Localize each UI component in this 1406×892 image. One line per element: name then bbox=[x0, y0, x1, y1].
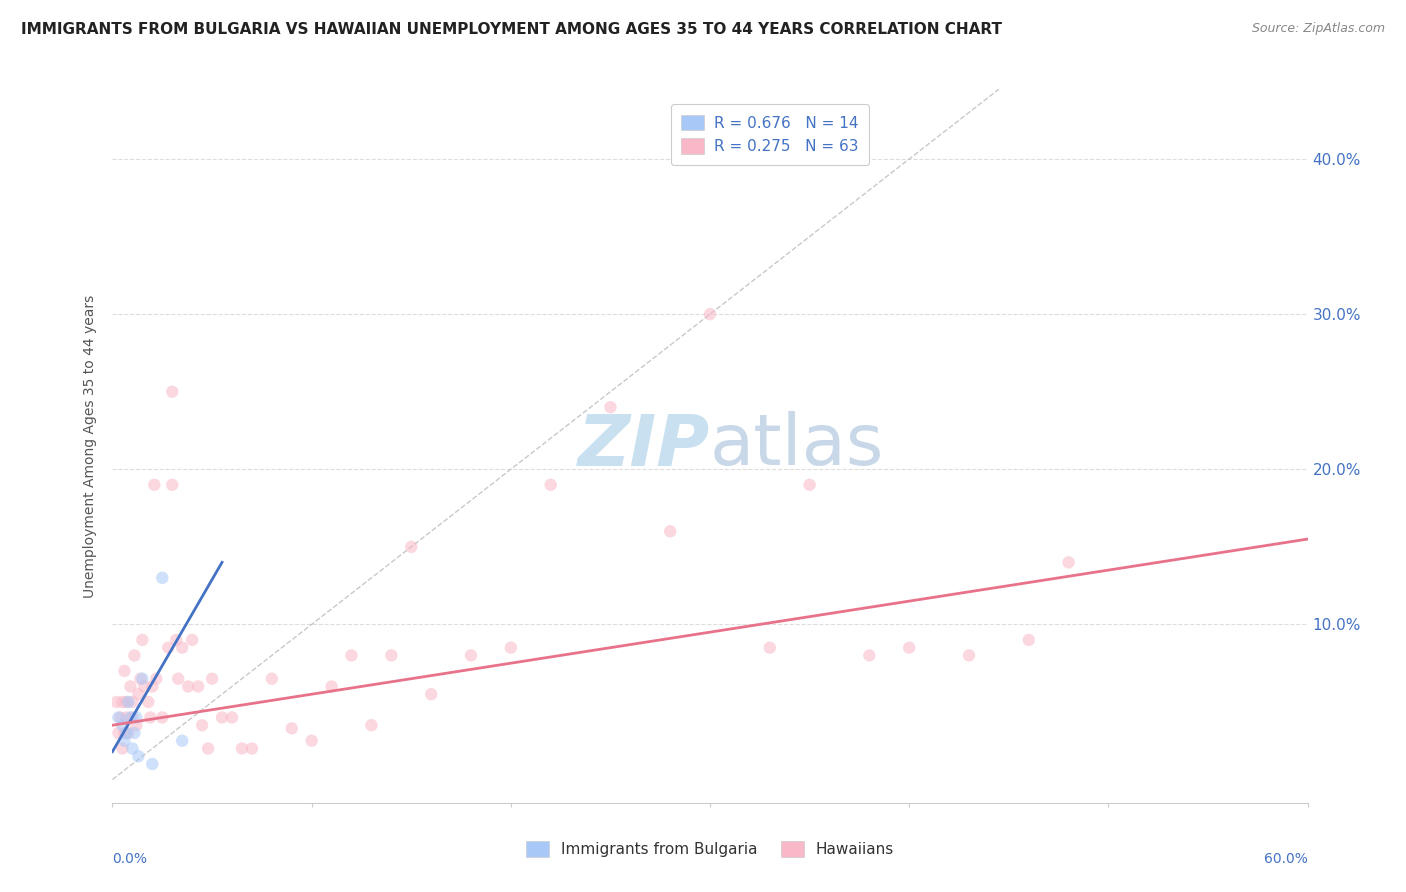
Point bbox=[134, 680, 156, 694]
Point bbox=[231, 741, 253, 756]
Point bbox=[117, 695, 139, 709]
Text: IMMIGRANTS FROM BULGARIA VS HAWAIIAN UNEMPLOYMENT AMONG AGES 35 TO 44 YEARS CORR: IMMIGRANTS FROM BULGARIA VS HAWAIIAN UNE… bbox=[21, 22, 1002, 37]
Point bbox=[1018, 632, 1040, 647]
Point bbox=[124, 726, 146, 740]
Point bbox=[858, 648, 880, 663]
Point bbox=[321, 680, 343, 694]
Point bbox=[957, 648, 980, 663]
Point bbox=[301, 733, 323, 747]
Point bbox=[110, 710, 132, 724]
Point bbox=[121, 741, 143, 756]
Text: ZIP: ZIP bbox=[578, 411, 710, 481]
Point bbox=[107, 710, 129, 724]
Point bbox=[115, 710, 138, 724]
Point bbox=[167, 672, 190, 686]
Point bbox=[141, 680, 163, 694]
Point bbox=[191, 718, 214, 732]
Point bbox=[121, 695, 143, 709]
Text: Source: ZipAtlas.com: Source: ZipAtlas.com bbox=[1251, 22, 1385, 36]
Point bbox=[759, 640, 782, 655]
Point bbox=[172, 733, 194, 747]
Point bbox=[117, 726, 139, 740]
Point bbox=[143, 477, 166, 491]
Text: atlas: atlas bbox=[710, 411, 884, 481]
Point bbox=[115, 695, 138, 709]
Point bbox=[129, 672, 152, 686]
Point bbox=[281, 722, 304, 736]
Point bbox=[898, 640, 921, 655]
Point bbox=[699, 307, 721, 321]
Point bbox=[499, 640, 522, 655]
Point bbox=[150, 710, 173, 724]
Point bbox=[111, 695, 134, 709]
Point bbox=[111, 718, 134, 732]
Point bbox=[187, 680, 209, 694]
Point bbox=[165, 632, 187, 647]
Point bbox=[197, 741, 219, 756]
Point bbox=[125, 710, 148, 724]
Point bbox=[125, 718, 148, 732]
Point bbox=[115, 726, 138, 740]
Point bbox=[260, 672, 283, 686]
Point bbox=[240, 741, 263, 756]
Point bbox=[1057, 555, 1080, 569]
Point bbox=[114, 726, 135, 740]
Point bbox=[120, 710, 142, 724]
Point bbox=[107, 726, 129, 740]
Point bbox=[162, 477, 183, 491]
Point bbox=[120, 680, 142, 694]
Point bbox=[111, 741, 134, 756]
Point bbox=[157, 640, 180, 655]
Point bbox=[114, 664, 135, 678]
Text: 60.0%: 60.0% bbox=[1264, 852, 1308, 866]
Point bbox=[177, 680, 200, 694]
Point bbox=[105, 695, 128, 709]
Point bbox=[221, 710, 243, 724]
Point bbox=[127, 749, 149, 764]
Point bbox=[540, 477, 562, 491]
Point bbox=[201, 672, 224, 686]
Point bbox=[138, 695, 160, 709]
Point bbox=[181, 632, 204, 647]
Point bbox=[211, 710, 233, 724]
Point bbox=[799, 477, 821, 491]
Point bbox=[131, 632, 153, 647]
Point bbox=[360, 718, 382, 732]
Point bbox=[114, 733, 135, 747]
Point bbox=[172, 640, 194, 655]
Point bbox=[340, 648, 363, 663]
Point bbox=[141, 757, 163, 772]
Point bbox=[150, 571, 173, 585]
Point bbox=[659, 524, 682, 539]
Point bbox=[139, 710, 162, 724]
Point bbox=[380, 648, 402, 663]
Legend: Immigrants from Bulgaria, Hawaiians: Immigrants from Bulgaria, Hawaiians bbox=[517, 832, 903, 866]
Text: 0.0%: 0.0% bbox=[112, 852, 148, 866]
Point bbox=[401, 540, 423, 554]
Y-axis label: Unemployment Among Ages 35 to 44 years: Unemployment Among Ages 35 to 44 years bbox=[83, 294, 97, 598]
Point bbox=[124, 648, 146, 663]
Point bbox=[162, 384, 183, 399]
Point bbox=[599, 401, 621, 415]
Point bbox=[145, 672, 167, 686]
Point bbox=[420, 687, 443, 701]
Point bbox=[121, 710, 143, 724]
Point bbox=[127, 687, 149, 701]
Point bbox=[460, 648, 482, 663]
Point bbox=[131, 672, 153, 686]
